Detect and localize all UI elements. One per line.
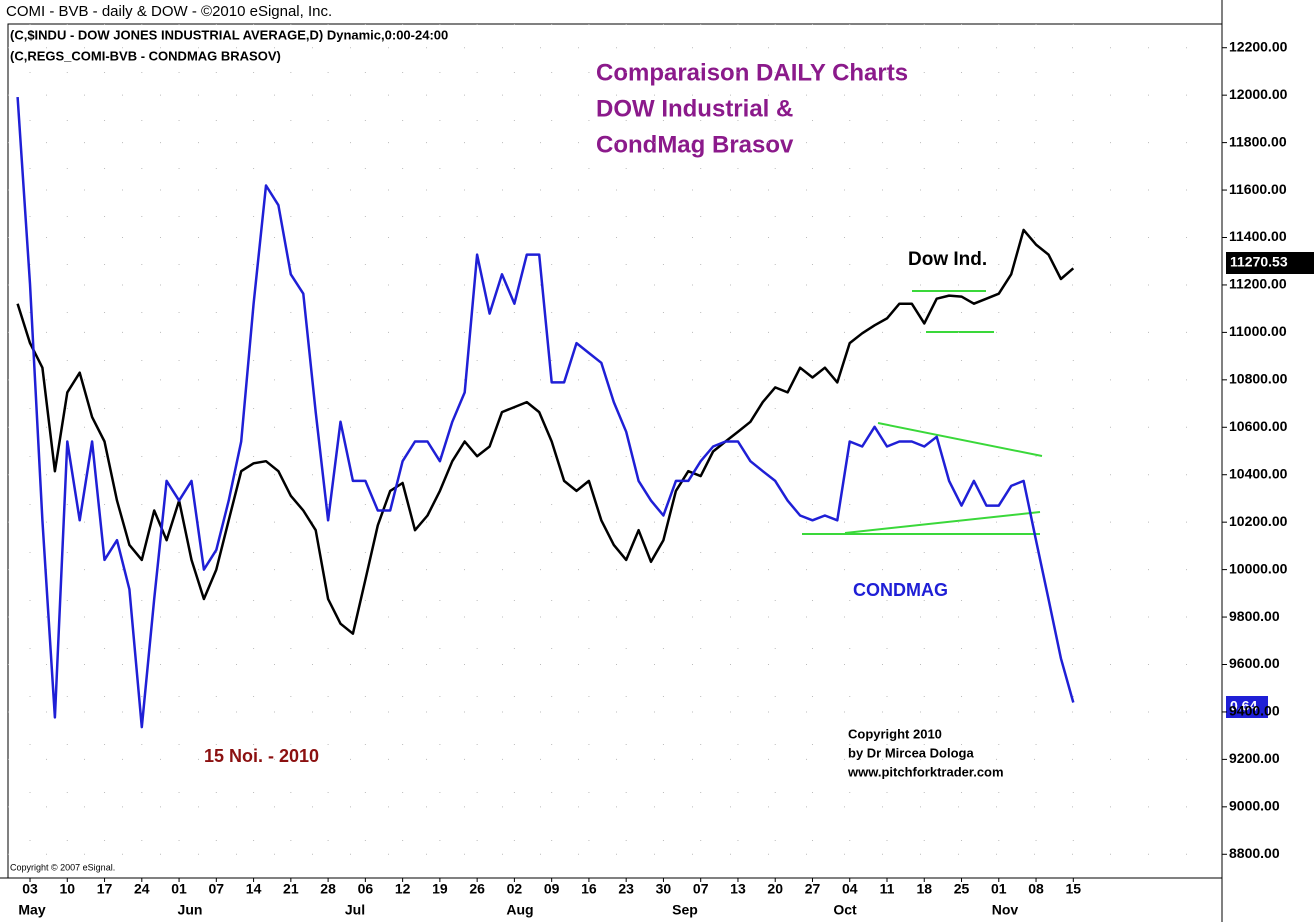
date-note: 15 Noi. - 2010 [204, 746, 319, 766]
x-tick-label: 13 [730, 881, 746, 897]
y-tick-label: 12000.00 [1229, 86, 1288, 102]
x-tick-label: 20 [767, 881, 783, 897]
footer: Copyright © 2007 eSignal. [10, 862, 115, 872]
x-tick-label: 28 [320, 881, 336, 897]
month-label: Nov [992, 902, 1019, 918]
y-tick-label: 9600.00 [1229, 655, 1280, 671]
x-tick-label: 18 [916, 881, 932, 897]
last-value-box [1226, 696, 1268, 718]
trendlines [802, 290, 1043, 535]
x-tick-label: 02 [507, 881, 523, 897]
x-tick-label: 17 [97, 881, 113, 897]
last-value-label: 0.64 [1230, 698, 1257, 714]
copyright: www.pitchforktrader.com [847, 764, 1004, 779]
month-label: Aug [506, 902, 533, 918]
x-tick-label: 06 [358, 881, 374, 897]
series-label: Dow Ind. [908, 249, 987, 270]
x-tick-label: 24 [134, 881, 150, 897]
header: COMI - BVB - daily & DOW - ©2010 eSignal… [6, 3, 332, 20]
series-label: CONDMAG [853, 580, 948, 600]
x-tick-label: 10 [59, 881, 75, 897]
y-tick-label: 10200.00 [1229, 513, 1288, 529]
x-tick-label: 07 [693, 881, 709, 897]
series-line [16, 97, 1075, 729]
x-tick-label: 19 [432, 881, 448, 897]
month-label: Jul [345, 902, 365, 918]
month-label: Oct [833, 902, 857, 918]
x-tick-label: 14 [246, 881, 262, 897]
series-line [16, 228, 1075, 635]
month-label: Sep [672, 902, 698, 918]
y-tick-label: 9200.00 [1229, 750, 1280, 766]
x-tick-label: 01 [171, 881, 187, 897]
trendline [877, 422, 1043, 457]
last-value-box [1226, 252, 1314, 274]
month-label: Jun [178, 902, 203, 918]
x-tick-label: 27 [805, 881, 821, 897]
x-tick-label: 16 [581, 881, 597, 897]
y-tick-label: 9400.00 [1229, 703, 1280, 719]
y-tick-label: 10000.00 [1229, 560, 1288, 576]
chart-title: DOW Industrial & [596, 95, 793, 122]
y-tick-label: 10600.00 [1229, 418, 1288, 434]
x-tick-label: 30 [656, 881, 672, 897]
month-label: May [18, 902, 45, 918]
y-tick-label: 10400.00 [1229, 465, 1288, 481]
legend-line: (C,$INDU - DOW JONES INDUSTRIAL AVERAGE,… [10, 27, 448, 42]
x-tick-label: 23 [618, 881, 634, 897]
x-tick-label: 26 [469, 881, 485, 897]
x-tick-label: 07 [209, 881, 225, 897]
y-tick-label: 11600.00 [1229, 181, 1287, 197]
y-tick-label: 11000.00 [1229, 323, 1287, 339]
x-tick-label: 15 [1066, 881, 1082, 897]
x-tick-label: 08 [1028, 881, 1044, 897]
trendline [844, 511, 1041, 534]
legend-line: (C,REGS_COMI-BVB - CONDMAG BRASOV) [10, 48, 281, 63]
copyright: by Dr Mircea Dologa [848, 745, 974, 760]
x-tick-label: 11 [880, 881, 895, 897]
y-tick-label: 8800.00 [1229, 845, 1280, 861]
y-tick-label: 12200.00 [1229, 38, 1288, 54]
chart-title: Comparaison DAILY Charts [596, 59, 908, 86]
last-value-label: 11270.53 [1230, 254, 1288, 270]
y-tick-label: 11200.00 [1229, 276, 1287, 292]
x-tick-label: 09 [544, 881, 560, 897]
y-tick-label: 9000.00 [1229, 798, 1280, 814]
copyright: Copyright 2010 [848, 726, 942, 741]
x-tick-label: 01 [991, 881, 1007, 897]
x-tick-label: 12 [395, 881, 411, 897]
series-lines [16, 97, 1075, 729]
x-tick-label: 25 [954, 881, 970, 897]
x-tick-label: 21 [283, 881, 299, 897]
y-tick-label: 10800.00 [1229, 371, 1288, 387]
x-tick-label: 04 [842, 881, 858, 897]
y-tick-label: 9800.00 [1229, 608, 1280, 624]
y-tick-label: 11800.00 [1229, 133, 1287, 149]
chart-title: CondMag Brasov [596, 131, 794, 158]
y-tick-label: 11400.00 [1229, 228, 1287, 244]
x-tick-label: 03 [22, 881, 38, 897]
